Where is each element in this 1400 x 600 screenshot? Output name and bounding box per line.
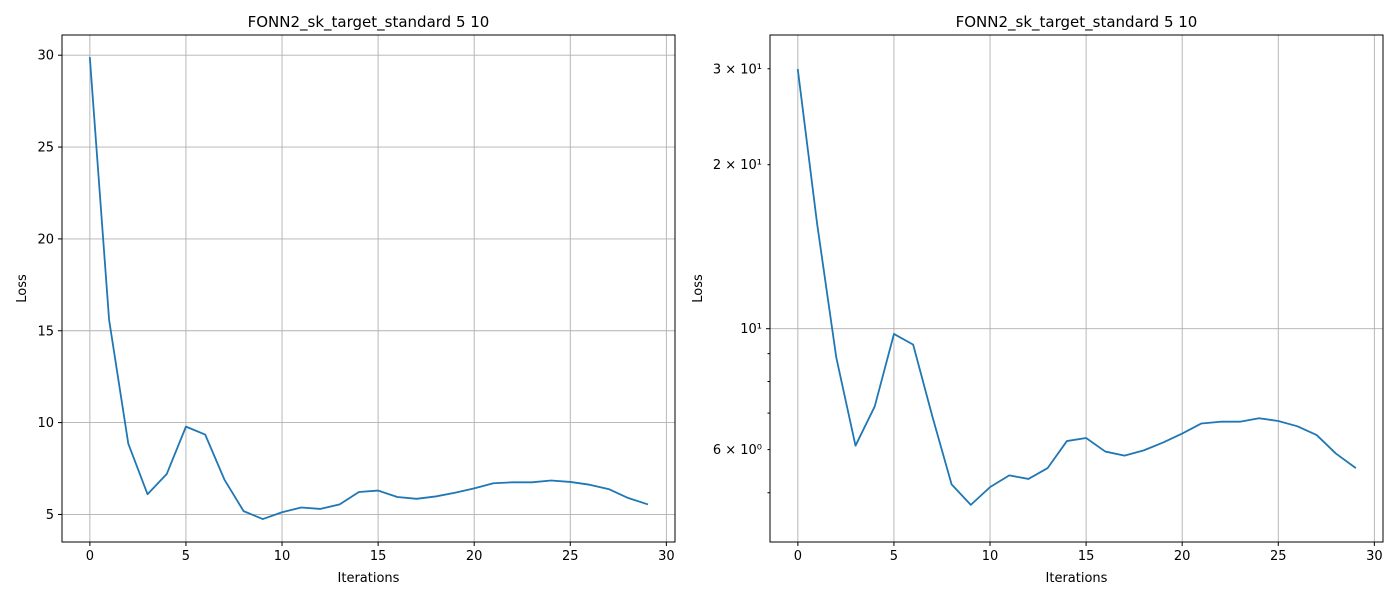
loss-series-line — [88, 56, 649, 520]
x-axis-label: Iterations — [1046, 571, 1108, 586]
y-minor-tick-label: 3 × 10¹ — [713, 62, 762, 77]
x-tick-label: 5 — [890, 549, 898, 564]
loss-series-line — [796, 68, 1357, 506]
y-tick-label: 10¹ — [740, 322, 762, 337]
plot-frame — [769, 34, 1384, 543]
x-tick-label: 10 — [274, 549, 291, 564]
y-tick-label: 20 — [37, 232, 54, 247]
x-tick-label: 15 — [1078, 549, 1095, 564]
chart-linear: 0 5 10 15 20 25 30 5 10 15 20 25 30 FONN2_sk_target_s… — [15, 13, 676, 586]
x-tick-label: 20 — [1174, 549, 1191, 564]
y-minor-tick-label: 2 × 10¹ — [713, 158, 762, 173]
y-tick-label: 30 — [37, 49, 54, 64]
y-minor-tick-label: 6 × 10⁰ — [713, 443, 762, 458]
y-axis-label: Loss — [15, 274, 30, 303]
x-tick-label: 0 — [794, 549, 802, 564]
x-tick-label: 10 — [982, 549, 999, 564]
y-tick-label: 10 — [37, 416, 54, 431]
x-tick-label: 20 — [466, 549, 483, 564]
x-tick-label: 30 — [658, 549, 675, 564]
x-tick-label: 30 — [1366, 549, 1383, 564]
chart-title: FONN2_sk_target_standard 5 10 — [248, 13, 490, 32]
y-tick-label: 5 — [46, 508, 54, 523]
y-axis-label: Loss — [691, 274, 706, 303]
plot-frame — [61, 34, 676, 543]
x-axis-label: Iterations — [338, 571, 400, 586]
y-tick-label: 15 — [37, 324, 54, 339]
chart-title: FONN2_sk_target_standard 5 10 — [956, 13, 1198, 32]
x-tick-label: 25 — [1270, 549, 1287, 564]
x-tick-label: 25 — [562, 549, 579, 564]
chart-log: 0 5 10 15 20 25 30 10¹ 6 × 10⁰ 2 × 10¹ 3 × 10¹ FONN… — [691, 13, 1384, 586]
x-tick-label: 5 — [182, 549, 190, 564]
y-tick-label: 25 — [37, 141, 54, 156]
x-tick-label: 0 — [86, 549, 94, 564]
x-tick-label: 15 — [370, 549, 387, 564]
